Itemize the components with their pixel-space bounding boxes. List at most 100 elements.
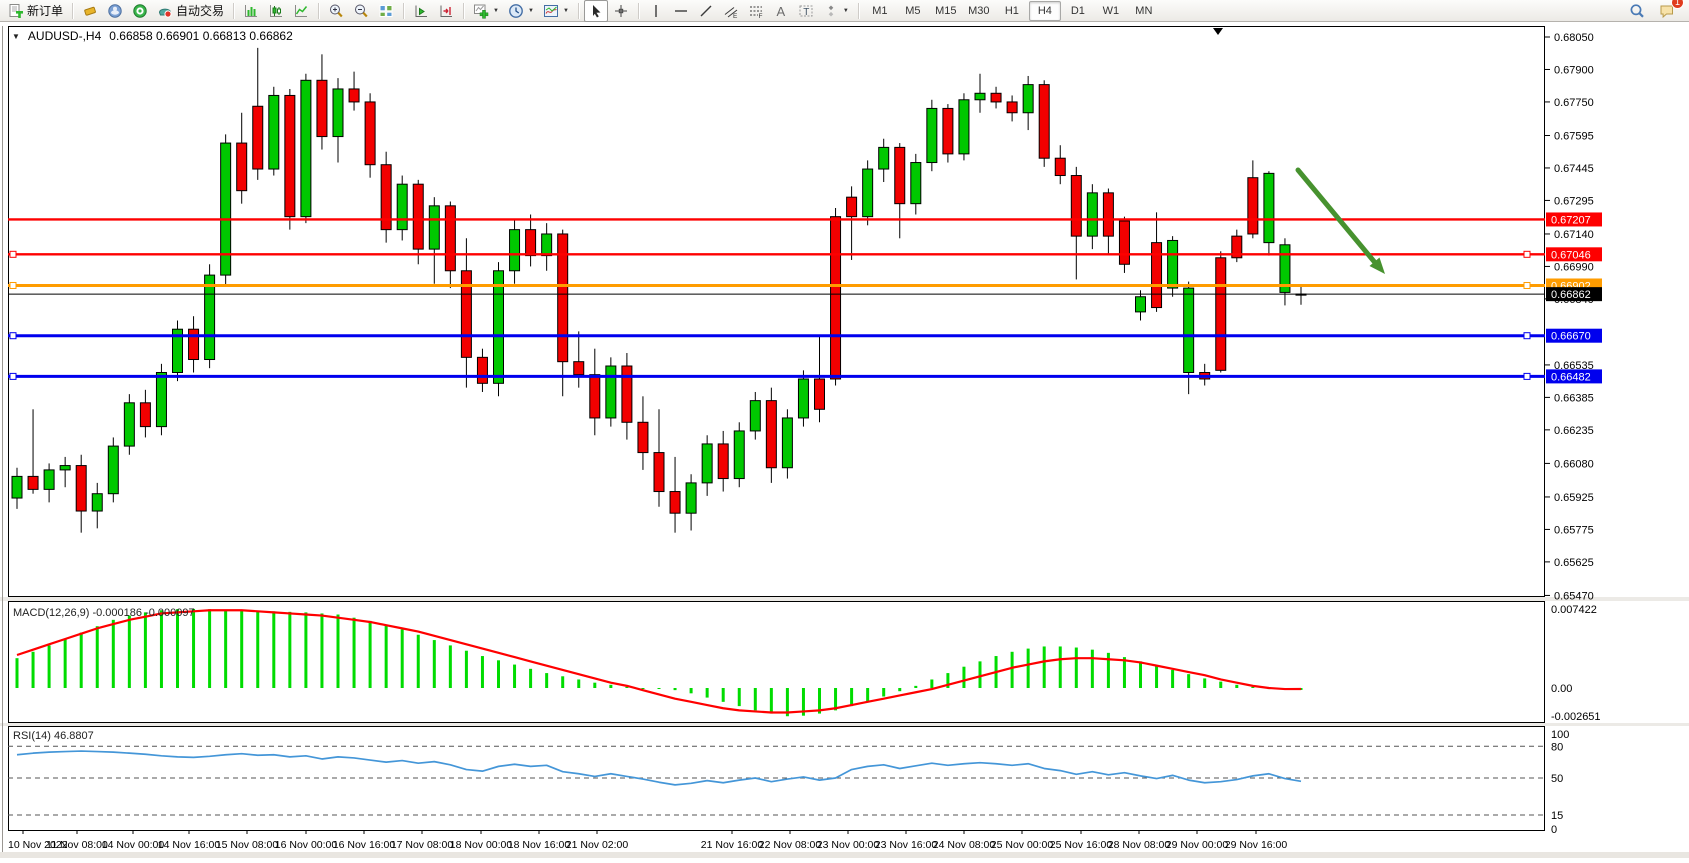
- line-chart-button[interactable]: [289, 0, 313, 22]
- bar-chart-button[interactable]: [239, 0, 263, 22]
- shapes-button[interactable]: ▼: [819, 0, 853, 22]
- candle-body: [589, 374, 601, 419]
- candle-body: [1263, 172, 1275, 244]
- timeframe-d1-button[interactable]: D1: [1070, 4, 1085, 17]
- timeframe-w1-button[interactable]: W1: [1102, 4, 1120, 17]
- candle-body: [1038, 84, 1050, 159]
- new-order-icon: [8, 3, 24, 19]
- macd-pane[interactable]: [8, 601, 1545, 723]
- macd-histogram-bar: [224, 609, 228, 688]
- periods-button[interactable]: ▼: [504, 0, 538, 22]
- macd-histogram-bar: [127, 615, 131, 688]
- channel-button[interactable]: E: [719, 0, 743, 22]
- candle-body: [958, 99, 970, 155]
- price-level-badge: [1546, 328, 1602, 343]
- candle-body: [332, 88, 344, 138]
- crosshair-button[interactable]: [609, 0, 633, 22]
- macd-histogram-bar: [1299, 688, 1303, 690]
- macd-histogram-bar: [689, 688, 693, 694]
- candle-body: [27, 475, 39, 490]
- chart-shift-button[interactable]: [434, 0, 458, 22]
- line-handle[interactable]: [9, 372, 17, 380]
- candle-body: [123, 402, 135, 447]
- notifications-button[interactable]: 1: [1655, 0, 1684, 22]
- zoom-in-button[interactable]: [324, 0, 348, 22]
- cursor-button[interactable]: [583, 0, 608, 22]
- candle-body: [460, 270, 472, 358]
- pane-splitter[interactable]: [0, 597, 1689, 601]
- main-chart-pane[interactable]: [8, 26, 1545, 597]
- price-level-badge: [1546, 247, 1602, 262]
- line-handle[interactable]: [1523, 332, 1531, 340]
- templates-button[interactable]: ▼: [539, 0, 573, 22]
- timeframe-h4-button[interactable]: H4: [1028, 0, 1061, 21]
- macd-histogram-bar: [834, 688, 838, 711]
- candle-body: [1231, 235, 1243, 259]
- chart-shift-marker[interactable]: [1213, 28, 1223, 35]
- time-tick-label: 28 Nov 08:00: [1108, 839, 1171, 851]
- candle-chart-button[interactable]: [264, 0, 288, 22]
- candle-body: [557, 233, 569, 363]
- chart-window[interactable]: 0.68050 0.67900 0.67750 0.67595 0.67445 0.672…: [0, 22, 1689, 858]
- timeframe-m1-button[interactable]: M1: [872, 4, 888, 17]
- line-handle[interactable]: [1523, 250, 1531, 258]
- vertical-line-button[interactable]: [644, 0, 668, 22]
- candle-body: [669, 491, 681, 514]
- zoom-out-button[interactable]: [349, 0, 373, 22]
- new-order-button[interactable]: 新订单: [4, 0, 67, 22]
- line-handle[interactable]: [9, 250, 17, 258]
- trendline-icon: [698, 3, 714, 19]
- autotrading-button[interactable]: 自动交易: [153, 0, 228, 22]
- line-handle[interactable]: [9, 332, 17, 340]
- candle-body: [926, 107, 938, 164]
- macd-histogram-bar: [1090, 649, 1094, 688]
- candle-body: [236, 142, 248, 192]
- text-label-button[interactable]: T: [794, 0, 818, 22]
- candle-body: [284, 94, 296, 218]
- candle-chart-icon: [268, 3, 284, 19]
- candle-body: [733, 430, 745, 480]
- time-tick-label: 11 Nov 08:00: [46, 839, 108, 851]
- candle-body: [396, 183, 408, 231]
- rsi-axis-label: 100: [1551, 729, 1569, 741]
- pane-splitter[interactable]: [0, 723, 1689, 726]
- candle-body: [878, 146, 890, 170]
- macd-histogram-bar: [1203, 678, 1207, 688]
- chart-canvas[interactable]: 0.68050 0.67900 0.67750 0.67595 0.67445 0.672…: [0, 22, 1689, 858]
- text-button[interactable]: A: [769, 0, 793, 22]
- price-tick-label: 0.68050: [1554, 32, 1594, 44]
- time-tick-label: 15 Nov 08:00: [216, 839, 279, 851]
- codebase-button[interactable]: [103, 0, 127, 22]
- time-tick-label: 29 Nov 00:00: [1166, 839, 1229, 851]
- candle-body: [1215, 257, 1227, 371]
- auto-scroll-button[interactable]: [409, 0, 433, 22]
- indicators-button[interactable]: ▼: [469, 0, 503, 22]
- autotrading-icon: [157, 3, 173, 19]
- timeframe-h1-button[interactable]: H1: [1004, 4, 1019, 17]
- timeframe-m15-button[interactable]: M15: [935, 4, 957, 17]
- time-tick-label: 14 Nov 16:00: [158, 839, 221, 851]
- timeframe-m5-button[interactable]: M5: [905, 4, 921, 17]
- chart-menu-icon[interactable]: ▼: [12, 31, 20, 41]
- toolbar-separator: [403, 2, 405, 19]
- fibonacci-button[interactable]: F: [744, 0, 768, 22]
- line-handle[interactable]: [1523, 281, 1531, 289]
- timeframe-m30-button[interactable]: M30: [968, 4, 990, 17]
- line-handle[interactable]: [9, 281, 17, 289]
- horizontal-line-icon: [673, 3, 689, 19]
- macd-histogram-bar: [577, 679, 581, 688]
- gold-button[interactable]: [78, 0, 102, 22]
- tile-windows-button[interactable]: [374, 0, 398, 22]
- timeframe-mn-button[interactable]: MN: [1135, 4, 1153, 17]
- candle-body: [621, 365, 633, 423]
- trend-arrow-annotation[interactable]: [1295, 167, 1380, 268]
- macd-histogram-bar: [545, 673, 549, 688]
- line-handle[interactable]: [1523, 372, 1531, 380]
- macd-histogram-bar: [673, 688, 677, 691]
- search-button[interactable]: [1625, 0, 1649, 22]
- trendline-button[interactable]: [694, 0, 718, 22]
- candle-body: [300, 79, 312, 218]
- candle-body: [525, 229, 537, 257]
- horizontal-line-button[interactable]: [669, 0, 693, 22]
- signals-button[interactable]: [128, 0, 152, 22]
